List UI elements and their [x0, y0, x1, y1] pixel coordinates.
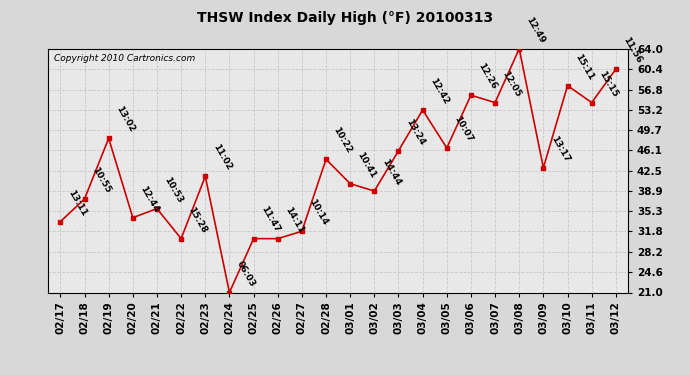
Text: 10:14: 10:14	[308, 198, 330, 227]
Text: 06:03: 06:03	[235, 259, 257, 288]
Text: 13:02: 13:02	[115, 105, 136, 134]
Text: 13:11: 13:11	[66, 188, 88, 218]
Text: 14:11: 14:11	[284, 205, 306, 234]
Text: 10:22: 10:22	[332, 126, 353, 155]
Text: 10:55: 10:55	[90, 166, 112, 195]
Text: 12:42: 12:42	[428, 76, 451, 106]
Text: Copyright 2010 Cartronics.com: Copyright 2010 Cartronics.com	[54, 54, 195, 63]
Text: 10:07: 10:07	[453, 115, 474, 144]
Text: 14:44: 14:44	[380, 157, 402, 187]
Text: 11:56: 11:56	[622, 36, 644, 65]
Text: 10:41: 10:41	[356, 150, 378, 180]
Text: THSW Index Daily High (°F) 20100313: THSW Index Daily High (°F) 20100313	[197, 11, 493, 25]
Text: 10:53: 10:53	[163, 175, 184, 204]
Text: 15:28: 15:28	[187, 205, 209, 234]
Text: 12:44: 12:44	[139, 184, 161, 213]
Text: 12:26: 12:26	[477, 62, 499, 91]
Text: 13:24: 13:24	[404, 117, 426, 147]
Text: 12:05: 12:05	[501, 69, 522, 98]
Text: 12:49: 12:49	[525, 15, 547, 45]
Text: 15:15: 15:15	[598, 69, 620, 98]
Text: 11:47: 11:47	[259, 205, 282, 234]
Text: 13:17: 13:17	[549, 134, 571, 164]
Text: 15:11: 15:11	[573, 52, 595, 81]
Text: 11:02: 11:02	[211, 143, 233, 172]
